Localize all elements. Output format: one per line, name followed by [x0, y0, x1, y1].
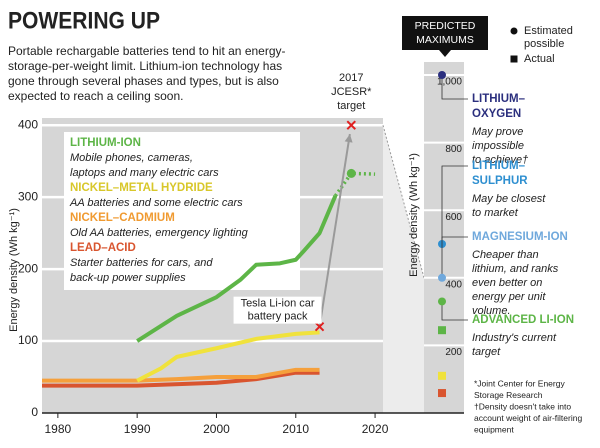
legend-description: Starter batteries for cars, and — [70, 257, 213, 269]
legend-marker — [510, 27, 518, 35]
max-description: to achieve† — [472, 154, 528, 166]
x-tick-label: 2010 — [282, 422, 309, 436]
y-tick-label: 0 — [31, 405, 38, 419]
line — [136, 330, 320, 383]
annotation-marker — [346, 120, 356, 130]
subtitle: expected to reach a ceiling soon. — [8, 89, 183, 103]
y-tick-label: 400 — [445, 279, 462, 290]
max-name: MAGNESIUM-ION — [472, 231, 568, 243]
subtitle: storage-per-weight limit. Lithium-ion te… — [8, 59, 282, 73]
connector — [441, 165, 468, 244]
footnote: account weight of air-filtering — [474, 413, 582, 423]
y-axis-label: Energy density (Wh kg⁻¹) — [8, 208, 20, 332]
max-description: even better on — [472, 277, 542, 289]
max-description: lithium, and ranks — [472, 263, 559, 275]
footnote: equipment — [474, 424, 514, 434]
legend-description: back-up power supplies — [70, 272, 186, 284]
title: POWERING UP — [8, 7, 160, 34]
max-name: LITHIUM– — [472, 93, 526, 105]
legend-name: LEAD–ACID — [70, 242, 136, 254]
max-description: energy per unit — [472, 291, 546, 303]
annotation-text: target — [337, 100, 365, 112]
x-tick-label: 1990 — [124, 422, 151, 436]
header-box — [402, 16, 488, 50]
y-tick-label: 400 — [18, 117, 38, 131]
y-tick-label: 100 — [18, 333, 38, 347]
scale-link — [383, 125, 424, 413]
header-pointer — [439, 50, 451, 57]
x-tick-label: 2000 — [203, 422, 230, 436]
max-description: May be closest — [472, 193, 546, 205]
y-tick-label: 200 — [445, 347, 462, 358]
y-tick-label: 600 — [445, 212, 462, 223]
estimated-point — [438, 297, 446, 306]
y-tick-label: 1,000 — [437, 77, 462, 88]
connector — [441, 301, 468, 321]
legend-description: AA batteries and some electric cars — [69, 197, 243, 209]
max-name: OXYGEN — [472, 108, 521, 120]
legend-name: NICKEL–CADMIUM — [70, 212, 175, 224]
annotation-text: battery pack — [248, 311, 308, 323]
connector — [441, 236, 468, 278]
legend-name: LITHIUM-ION — [70, 137, 141, 149]
footnote: †Density doesn't take into — [474, 401, 571, 411]
max-name: SULPHUR — [472, 175, 528, 187]
connector — [441, 75, 468, 100]
max-name: LITHIUM– — [472, 160, 526, 172]
annotation-bg — [233, 296, 322, 311]
legend-description: Old AA batteries, emergency lighting — [70, 227, 249, 239]
max-description: to market — [472, 207, 519, 219]
y-tick-label: 800 — [445, 144, 462, 155]
x-tick-label: 1980 — [45, 422, 72, 436]
annotation-bg — [233, 309, 322, 324]
line — [136, 194, 338, 343]
header-text: MAXIMUMS — [416, 34, 474, 46]
annotation-marker — [314, 321, 325, 332]
y-tick-label: 200 — [18, 261, 38, 275]
x-tick-label: 2020 — [362, 422, 389, 436]
max-description: volume. — [472, 305, 511, 317]
subtitle: gone through several phases and types, b… — [8, 74, 279, 88]
annotation-text: 2017 — [339, 72, 363, 84]
legend-description: laptops and many electric cars — [70, 167, 219, 179]
max-description: Cheaper than — [472, 249, 539, 261]
marker-stroke — [346, 120, 356, 130]
actual-point — [438, 371, 446, 380]
legend-name: NICKEL–METAL HYDRIDE — [70, 182, 213, 194]
legend-label: Estimated — [524, 25, 573, 37]
subtitle: Portable rechargable batteries tend to h… — [8, 44, 286, 58]
y-axis-label: Energy density (Wh kg⁻¹) — [408, 153, 420, 277]
actual-point — [438, 326, 446, 335]
estimated-point — [438, 71, 446, 79]
estimated-point — [438, 273, 446, 282]
max-description: Industry's current — [472, 332, 557, 344]
projection-point — [346, 168, 356, 178]
header-text: PREDICTED — [415, 20, 476, 32]
arrow — [318, 133, 351, 327]
footnote: Storage Research — [474, 390, 543, 400]
max-description: May prove — [472, 126, 523, 138]
legend-label: possible — [524, 38, 564, 50]
legend-marker — [510, 55, 518, 63]
legend-description: Mobile phones, cameras, — [70, 152, 193, 164]
max-description: impossible — [472, 140, 524, 152]
annotation-text: Tesla Li-ion car — [241, 298, 315, 310]
line — [42, 370, 320, 388]
max-name: ADVANCED LI-ION — [472, 314, 574, 326]
column — [424, 62, 464, 413]
actual-point — [438, 389, 446, 398]
footnote: *Joint Center for Energy — [474, 378, 565, 388]
arrow-head — [344, 134, 353, 143]
marker-stroke — [314, 321, 325, 332]
legend-label: Actual — [524, 53, 555, 65]
max-description: target — [472, 346, 501, 358]
annotation-text: JCESR* — [331, 86, 372, 98]
y-tick-label: 300 — [18, 189, 38, 203]
